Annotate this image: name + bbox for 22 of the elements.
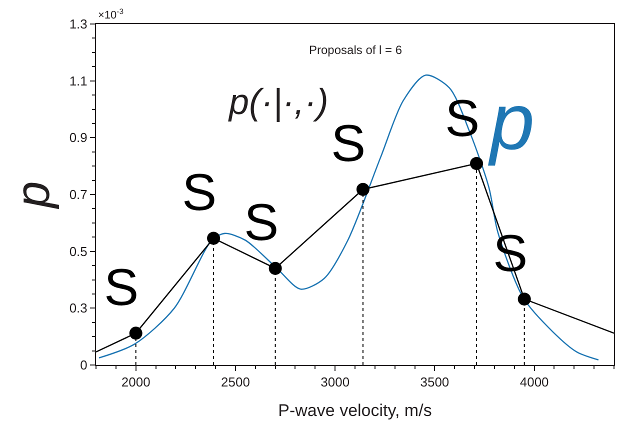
y-tick-label: 0.3 [69,300,88,316]
y-tick-label: 1.1 [69,73,88,88]
y-tick-label: 1.3 [69,16,88,32]
y-tick-label: 0.9 [69,130,88,146]
annotation: p(·|·,·) [228,81,328,122]
data-label: S [244,194,279,252]
x-axis-title: P-wave velocity, m/s [278,401,432,420]
x-tick-label: 2500 [221,374,250,390]
y-tick-label: 0.7 [69,187,88,202]
data-label: S [331,115,366,173]
text: ×10$^{-3}$ [98,7,124,22]
y-tick-label: 0.5 [69,244,88,259]
annotation: Proposals of l = 6 [309,43,402,57]
y-tick-label: 0 [80,358,88,373]
x-tick-label: 2000 [121,374,150,390]
x-tick-label: 3500 [420,374,450,390]
series-label: p [488,77,534,166]
data-label: S [104,259,139,317]
x-tick-label: 4000 [520,374,549,390]
x-tick-label: 3000 [320,374,350,390]
y-axis-title: p [7,181,60,210]
data-label: S [182,164,217,222]
